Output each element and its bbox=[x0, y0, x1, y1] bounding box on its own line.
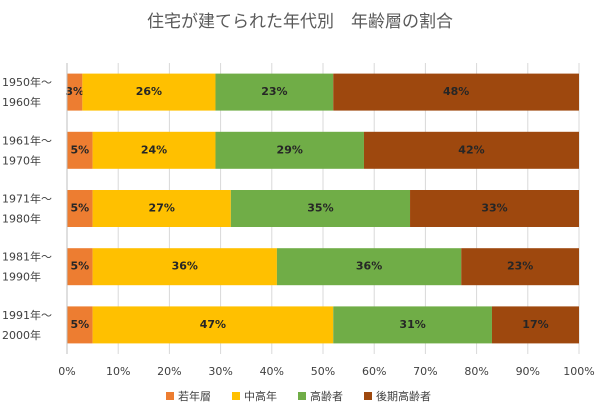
x-tick-label: 100% bbox=[563, 365, 594, 378]
legend-swatch bbox=[232, 392, 240, 400]
x-tick-label: 70% bbox=[413, 365, 437, 378]
legend-label: 高齢者 bbox=[310, 389, 343, 403]
bar-segment bbox=[215, 73, 334, 111]
x-tick-label: 80% bbox=[464, 365, 488, 378]
data-label: 27% bbox=[149, 202, 175, 215]
bar-segment bbox=[67, 248, 93, 286]
x-tick-label: 60% bbox=[362, 365, 386, 378]
data-label: 36% bbox=[172, 260, 198, 273]
y-tick-label: 1971年～ 1980年 bbox=[2, 192, 52, 226]
bar-segment bbox=[363, 131, 579, 169]
bar-segment bbox=[67, 306, 93, 344]
data-label: 29% bbox=[277, 143, 303, 156]
bar-segment bbox=[461, 248, 579, 286]
bar-segment bbox=[333, 306, 492, 344]
bar-segment bbox=[92, 248, 277, 286]
data-label: 24% bbox=[141, 143, 167, 156]
bar-segment bbox=[276, 248, 462, 286]
legend-swatch bbox=[364, 392, 372, 400]
bar-segment bbox=[67, 190, 93, 227]
legend-swatch bbox=[298, 392, 306, 400]
y-tick-label: 1950年～ 1960年 bbox=[2, 75, 52, 109]
data-label: 5% bbox=[70, 143, 89, 156]
bar-segment bbox=[491, 306, 579, 344]
data-label: 42% bbox=[458, 143, 484, 156]
data-label: 5% bbox=[70, 260, 89, 273]
data-label: 3% bbox=[65, 85, 84, 98]
x-tick-label: 40% bbox=[260, 365, 284, 378]
data-label: 33% bbox=[481, 202, 507, 215]
data-label: 23% bbox=[261, 85, 287, 98]
bar-segment bbox=[92, 131, 216, 169]
x-tick-label: 50% bbox=[311, 365, 335, 378]
bar-segment bbox=[230, 190, 411, 227]
chart-title: 住宅が建てられた年代別 年齢層の割合 bbox=[147, 12, 453, 32]
bar-segment bbox=[92, 306, 334, 344]
data-label: 35% bbox=[307, 202, 333, 215]
legend-label: 中高年 bbox=[244, 389, 277, 403]
data-label: 23% bbox=[507, 260, 533, 273]
bar-segment bbox=[215, 131, 364, 169]
x-tick-label: 30% bbox=[208, 365, 232, 378]
data-label: 48% bbox=[443, 85, 469, 98]
data-label: 31% bbox=[399, 318, 425, 331]
data-label: 5% bbox=[70, 202, 89, 215]
x-tick-label: 20% bbox=[157, 365, 181, 378]
data-label: 17% bbox=[522, 318, 548, 331]
x-tick-label: 10% bbox=[106, 365, 130, 378]
x-tick-label: 0% bbox=[58, 365, 75, 378]
legend-label: 後期高齢者 bbox=[376, 389, 431, 403]
bar-segment bbox=[82, 73, 216, 111]
bar-segment bbox=[67, 131, 93, 169]
bar-segment bbox=[333, 73, 579, 111]
y-tick-label: 1961年～ 1970年 bbox=[2, 133, 52, 167]
legend-label: 若年層 bbox=[178, 389, 211, 403]
legend-swatch bbox=[166, 392, 174, 400]
y-tick-label: 1981年～ 1990年 bbox=[2, 250, 52, 284]
data-label: 5% bbox=[70, 318, 89, 331]
y-tick-label: 1991年～ 2000年 bbox=[2, 308, 52, 342]
data-label: 26% bbox=[136, 85, 162, 98]
bar-segment bbox=[410, 190, 579, 227]
bar-segment bbox=[92, 190, 231, 227]
data-label: 47% bbox=[200, 318, 226, 331]
data-label: 36% bbox=[356, 260, 382, 273]
bar-segment bbox=[67, 73, 83, 111]
x-tick-label: 90% bbox=[516, 365, 540, 378]
